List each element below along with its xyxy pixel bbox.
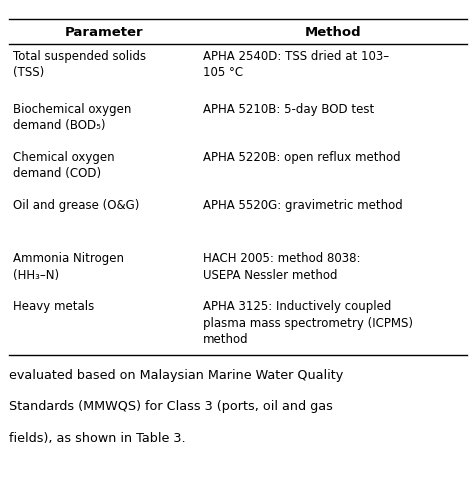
Text: Total suspended solids
(TSS): Total suspended solids (TSS) <box>13 50 146 79</box>
Text: APHA 2540D: TSS dried at 103–
105 °C: APHA 2540D: TSS dried at 103– 105 °C <box>203 50 389 79</box>
Text: Heavy metals: Heavy metals <box>13 300 94 313</box>
Text: APHA 5210B: 5-day BOD test: APHA 5210B: 5-day BOD test <box>203 102 374 116</box>
Text: APHA 5220B: open reflux method: APHA 5220B: open reflux method <box>203 150 401 163</box>
Text: evaluated based on Malaysian Marine Water Quality: evaluated based on Malaysian Marine Wate… <box>9 368 344 381</box>
Text: APHA 5520G: gravimetric method: APHA 5520G: gravimetric method <box>203 198 402 211</box>
Text: Method: Method <box>305 26 361 39</box>
Text: Biochemical oxygen
demand (BOD₅): Biochemical oxygen demand (BOD₅) <box>13 102 132 132</box>
Text: Chemical oxygen
demand (COD): Chemical oxygen demand (COD) <box>13 150 115 180</box>
Text: Ammonia Nitrogen
(HH₃–N): Ammonia Nitrogen (HH₃–N) <box>13 252 124 281</box>
Text: Standards (MMWQS) for Class 3 (ports, oil and gas: Standards (MMWQS) for Class 3 (ports, oi… <box>9 400 333 413</box>
Text: HACH 2005: method 8038:
USEPA Nessler method: HACH 2005: method 8038: USEPA Nessler me… <box>203 252 360 281</box>
Text: Oil and grease (O&G): Oil and grease (O&G) <box>13 198 140 211</box>
Text: fields), as shown in Table 3.: fields), as shown in Table 3. <box>9 431 186 445</box>
Text: Parameter: Parameter <box>65 26 144 39</box>
Text: APHA 3125: Inductively coupled
plasma mass spectrometry (ICPMS)
method: APHA 3125: Inductively coupled plasma ma… <box>203 300 413 346</box>
